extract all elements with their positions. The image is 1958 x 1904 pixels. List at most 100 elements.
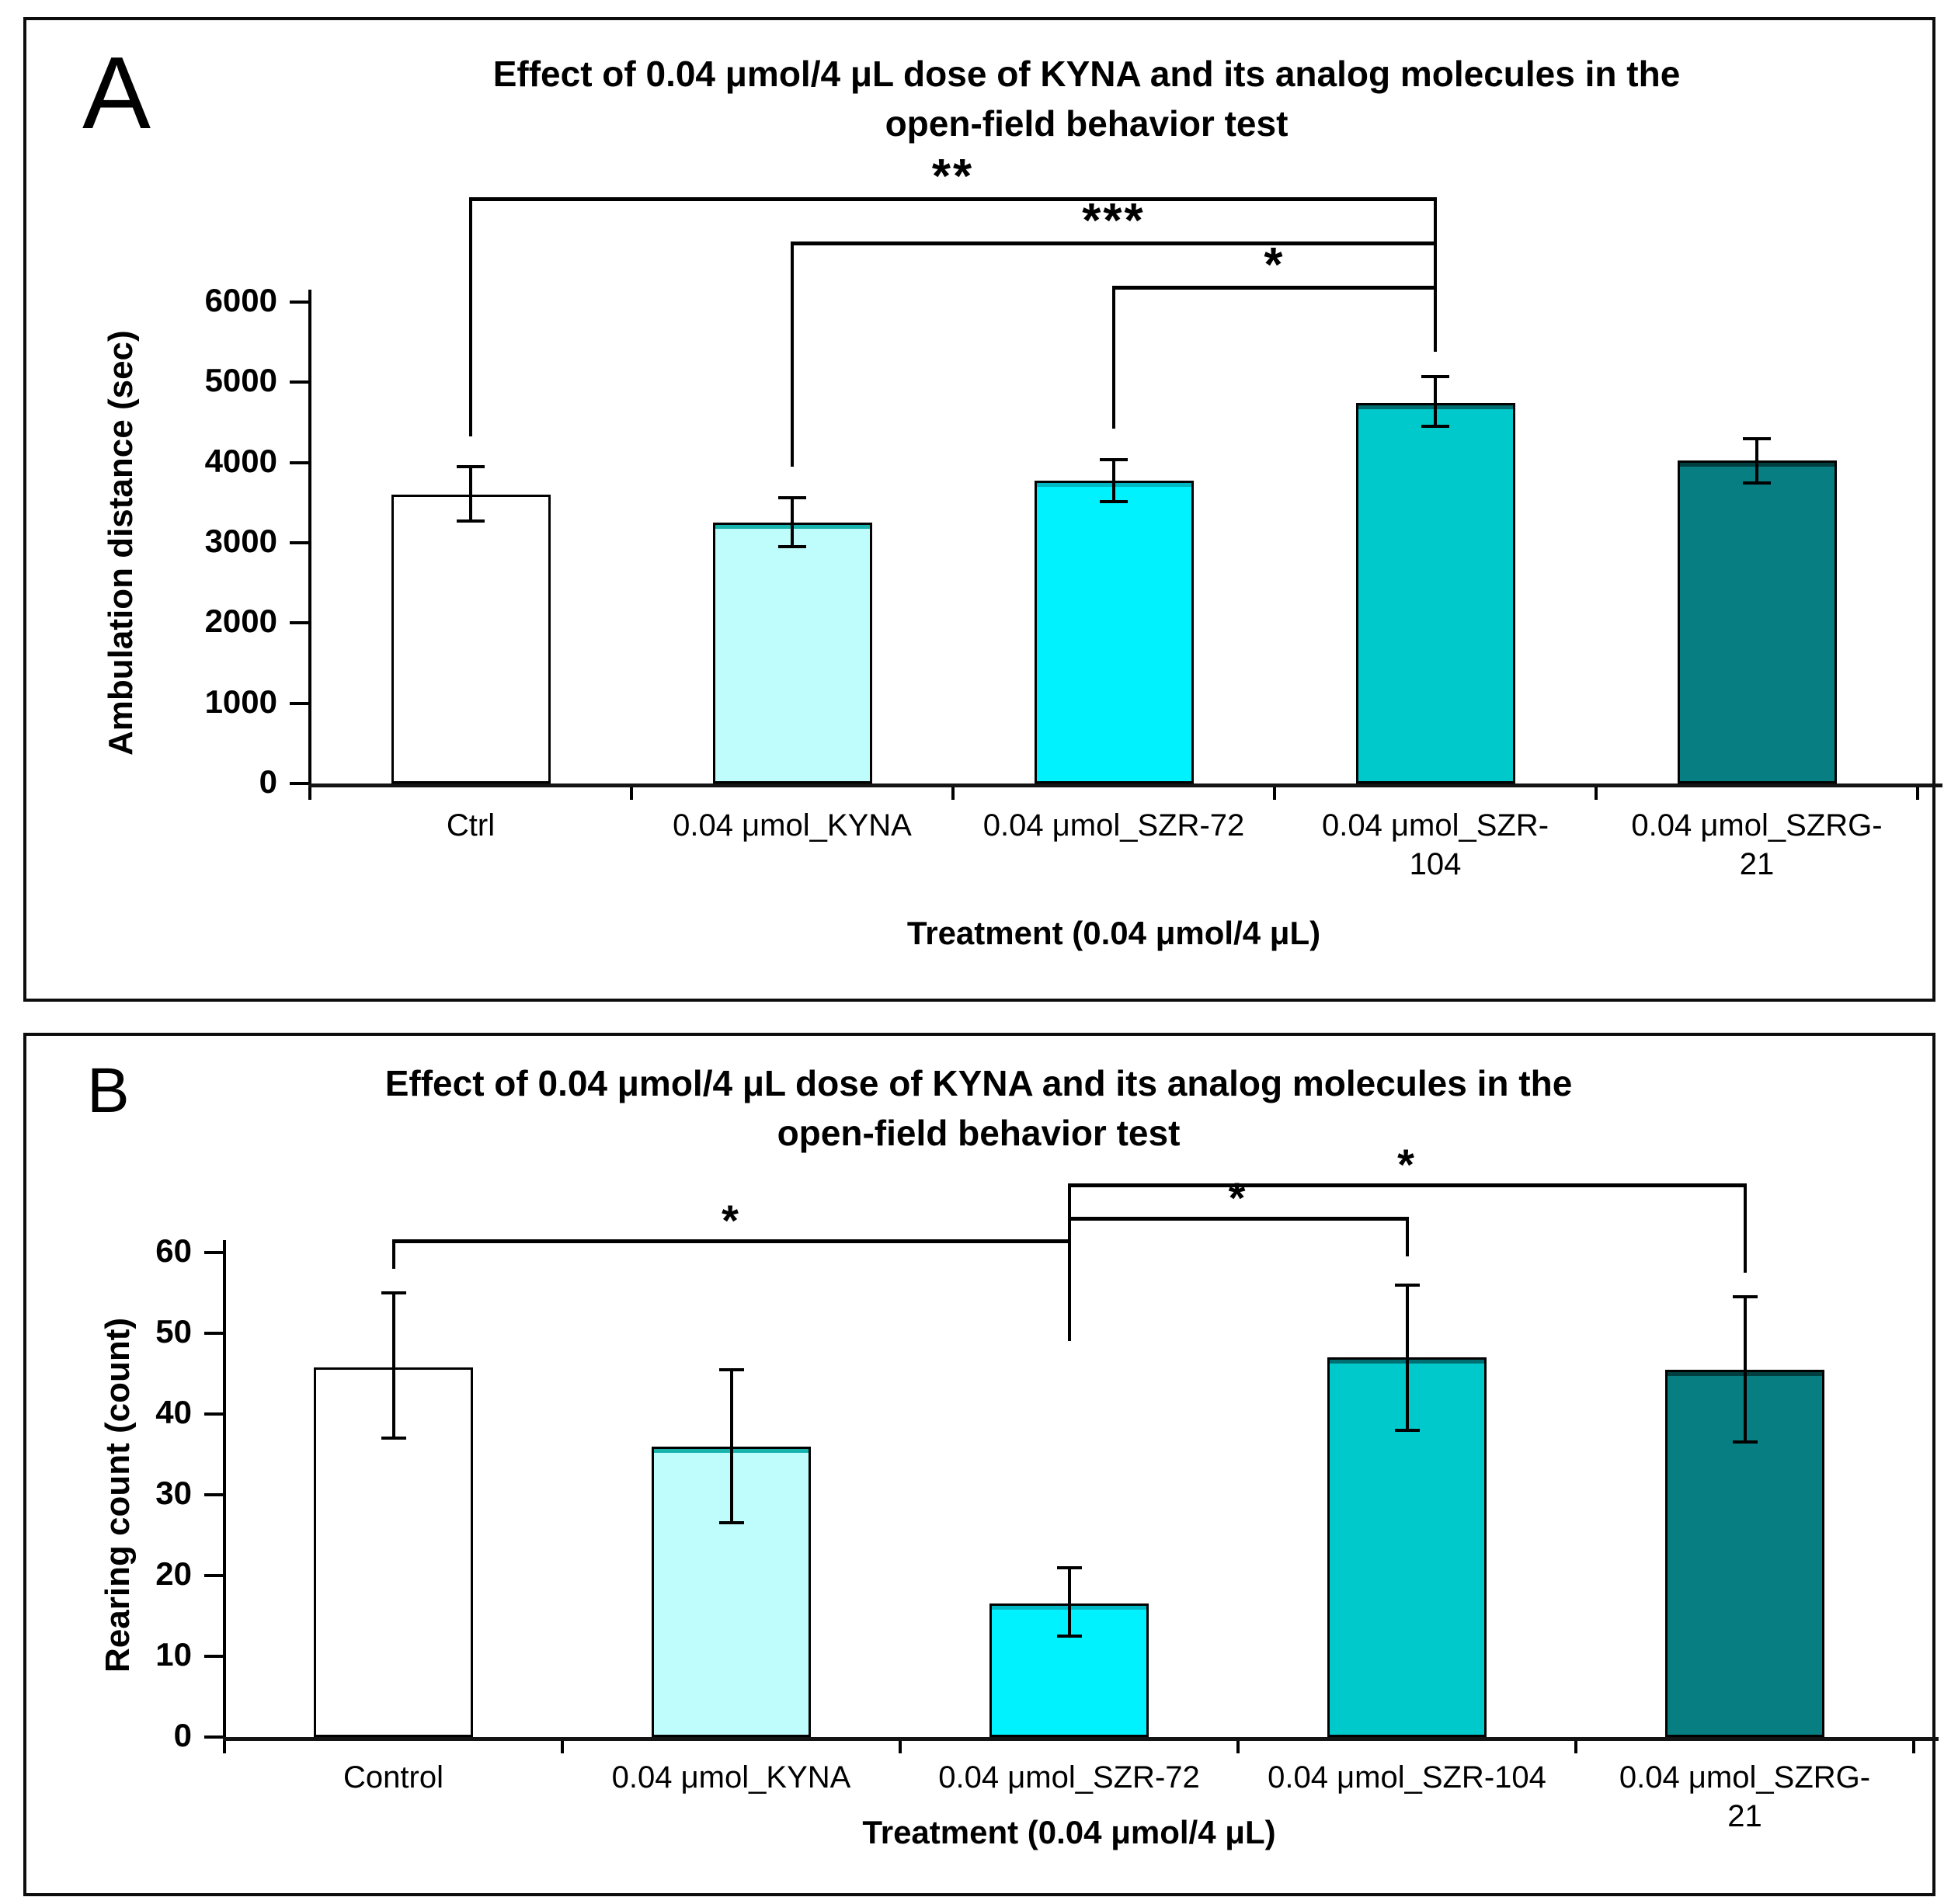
y-tick-label: 6000: [204, 282, 277, 318]
category-label-0.04 μmol_KYNA: 0.04 μmol_KYNA: [631, 806, 953, 845]
category-label-line: Ctrl: [446, 808, 496, 843]
panel-letter-b: B: [87, 1055, 130, 1126]
y-tick-label: 50: [155, 1313, 192, 1350]
category-label-Control: Control: [224, 1758, 562, 1797]
error-bar-cap-bottom: [1743, 481, 1771, 485]
panel-a: A Effect of 0.04 μmol/4 μL dose of KYNA a…: [23, 17, 1942, 1002]
y-tick-label: 4000: [204, 442, 277, 479]
category-label-0.04 μmol_SZR-104: 0.04 μmol_SZR- 104: [1275, 806, 1596, 884]
category-label-0.04 μmol_SZR-72: 0.04 μmol_SZR-72: [900, 1758, 1238, 1797]
sig-asterisks: **: [931, 149, 975, 203]
y-tick-label: 3000: [204, 523, 277, 559]
error-bar-line: [391, 1293, 395, 1439]
x-tick: [1574, 1741, 1577, 1753]
error-bar-line: [1434, 377, 1437, 427]
error-bar-line: [1755, 438, 1758, 483]
x-tick: [899, 1741, 902, 1753]
category-label-line: 21: [1727, 1799, 1762, 1833]
y-tick-label: 20: [155, 1555, 192, 1592]
category-label-0.04 μmol_SZR-72: 0.04 μmol_SZR-72: [953, 806, 1275, 845]
bar-0.04 μmol_KYNA: [712, 523, 872, 783]
category-label-0.04 μmol_SZRG-21: 0.04 μmol_SZRG- 21: [1596, 806, 1918, 884]
error-bar-cap-bottom: [1394, 1428, 1420, 1432]
category-label-line: 0.04 μmol_KYNA: [673, 808, 912, 843]
chart-title-line2: open-field behavior test: [885, 103, 1289, 144]
error-bar-cap-top: [718, 1367, 744, 1371]
sig-asterisks: *: [1264, 238, 1285, 292]
sig-asterisks: ***: [1082, 193, 1146, 248]
y-tick: [204, 1251, 223, 1254]
x-tick: [1236, 1741, 1240, 1753]
y-axis-line: [308, 290, 311, 783]
sig-bracket-line: [1067, 1217, 1409, 1221]
category-label-line: 21: [1739, 847, 1775, 881]
y-tick: [204, 1412, 223, 1416]
y-tick-label: 10: [155, 1636, 192, 1673]
category-label-line: 0.04 μmol_SZR-: [1321, 808, 1549, 843]
category-label-0.04 μmol_KYNA: 0.04 μmol_KYNA: [562, 1758, 900, 1797]
bar-0.04 μmol_SZR-72: [1034, 481, 1194, 783]
category-label-line: 0.04 μmol_SZRG-: [1631, 808, 1883, 843]
y-tick: [290, 782, 308, 785]
error-bar-line: [729, 1369, 733, 1524]
error-bar-cap-bottom: [1732, 1440, 1758, 1444]
sig-bracket-leg: [1743, 1183, 1747, 1273]
bar-0.04 μmol_SZRG-21: [1677, 460, 1837, 783]
x-axis-line: [223, 1737, 1939, 1741]
y-tick: [290, 621, 308, 625]
x-tick: [1916, 787, 1919, 800]
category-label-line: 104: [1409, 847, 1462, 881]
error-bar-line: [1405, 1284, 1409, 1430]
x-axis-title: Treatment (0.04 μmol/4 μL): [862, 1814, 1276, 1850]
chart-title-line1: Effect of 0.04 μmol/4 μL dose of KYNA an…: [384, 1063, 1573, 1103]
panel-b: B Effect of 0.04 μmol/4 μL dose of KYNA a…: [23, 1033, 1939, 1896]
sig-bracket-leg: [1434, 286, 1437, 353]
error-bar-line: [1112, 459, 1115, 502]
x-tick: [223, 1741, 226, 1753]
x-tick: [1595, 787, 1598, 800]
y-tick: [204, 1735, 223, 1739]
error-bar-cap-top: [1056, 1565, 1082, 1569]
error-bar-cap-bottom: [778, 545, 806, 549]
sig-asterisks: *: [1228, 1173, 1248, 1223]
category-label-line: Control: [343, 1760, 443, 1795]
error-bar-cap-bottom: [1100, 500, 1128, 504]
y-tick: [204, 1574, 223, 1577]
y-axis-line: [223, 1240, 226, 1737]
sig-bracket-line: [1067, 1183, 1747, 1187]
y-tick-label: 0: [259, 763, 277, 800]
sig-asterisks: *: [722, 1196, 741, 1246]
chart-title-line1: Effect of 0.04 μmol/4 μL dose of KYNA an…: [492, 54, 1681, 94]
y-tick: [204, 1493, 223, 1496]
sig-bracket-line: [391, 1239, 1071, 1243]
sig-bracket-line: [469, 197, 1437, 201]
x-tick: [1912, 1741, 1915, 1753]
x-tick: [1273, 787, 1276, 800]
error-bar-cap-top: [1421, 375, 1449, 379]
error-bar-cap-bottom: [718, 1521, 744, 1525]
error-bar-cap-top: [1394, 1283, 1420, 1287]
y-tick: [290, 301, 308, 304]
y-tick-label: 5000: [204, 362, 277, 399]
x-axis-title: Treatment (0.04 μmol/4 μL): [906, 915, 1321, 951]
error-bar-line: [1067, 1567, 1071, 1636]
panel-letter-a: A: [82, 36, 151, 150]
y-tick-label: 1000: [204, 683, 277, 720]
category-label-line: 0.04 μmol_KYNA: [611, 1760, 851, 1795]
error-bar-cap-top: [457, 464, 485, 468]
sig-bracket-leg: [391, 1239, 395, 1269]
y-axis-title: Ambulation distance (sec): [102, 330, 140, 756]
category-label-line: 0.04 μmol_SZRG-: [1619, 1760, 1871, 1795]
sig-bracket-leg: [1405, 1217, 1409, 1257]
y-tick: [204, 1655, 223, 1658]
error-bar-line: [469, 466, 472, 522]
y-tick: [204, 1332, 223, 1335]
category-label-line: 0.04 μmol_SZR-72: [938, 1760, 1200, 1795]
sig-bracket-leg: [469, 197, 472, 436]
error-bar-cap-top: [381, 1291, 406, 1294]
y-tick-label: 40: [155, 1394, 192, 1430]
error-bar-cap-bottom: [457, 519, 485, 523]
category-label-0.04 μmol_SZRG-21: 0.04 μmol_SZRG- 21: [1576, 1758, 1914, 1836]
y-tick-label: 2000: [204, 603, 277, 640]
